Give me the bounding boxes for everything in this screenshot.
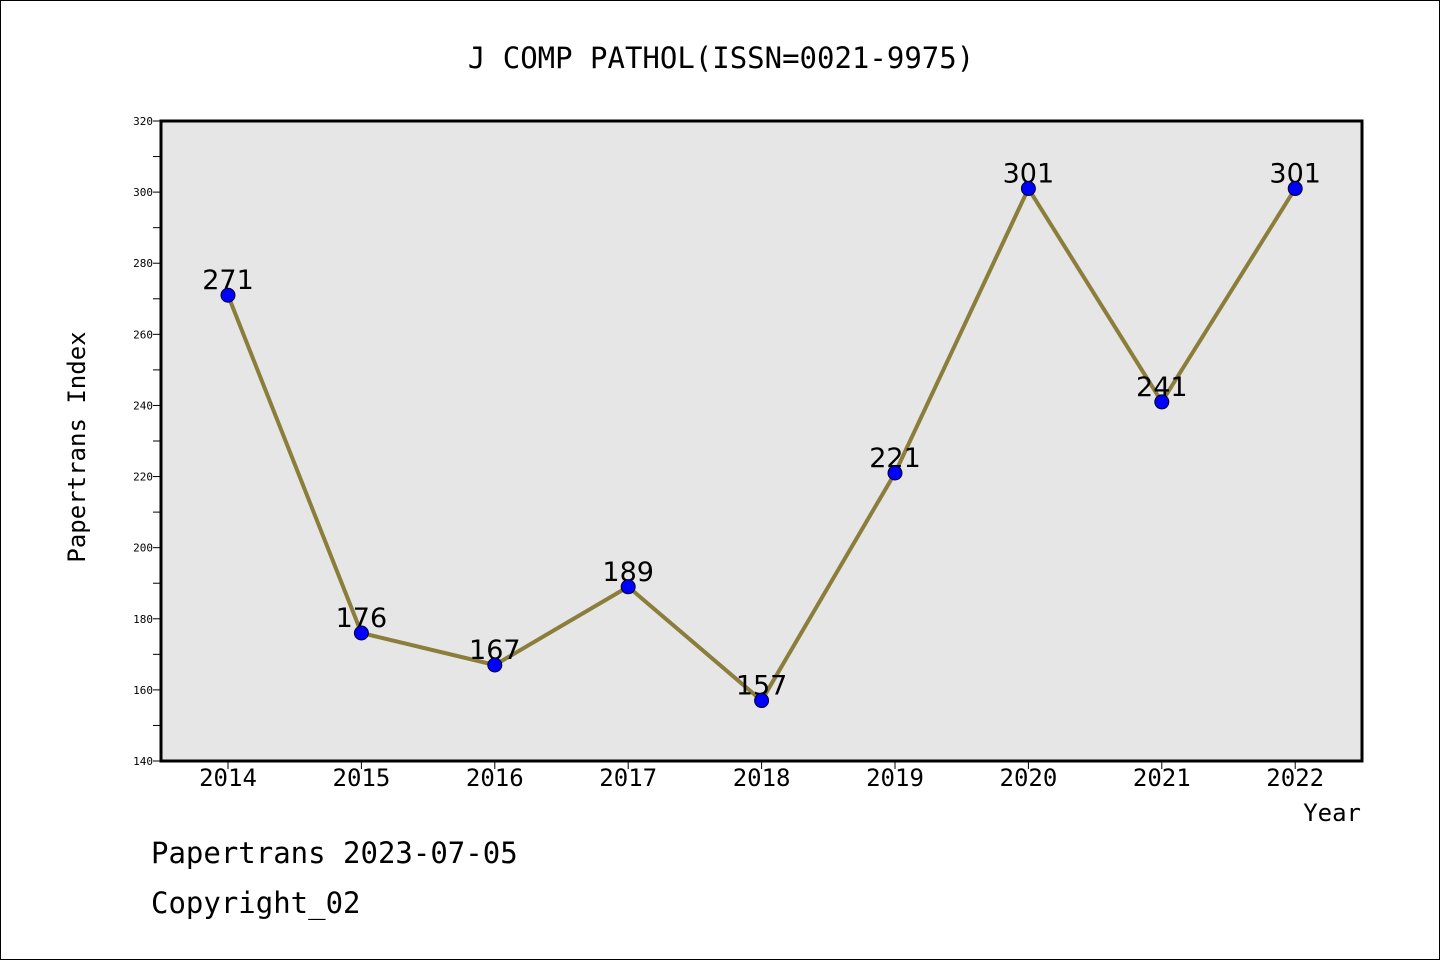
x-tick-label: 2021	[1133, 764, 1191, 792]
x-tick-label: 2017	[599, 764, 657, 792]
y-tick-label: 260	[133, 328, 153, 341]
y-tick-label: 200	[133, 542, 153, 555]
x-tick-label: 2020	[1000, 764, 1058, 792]
y-axis-label: Papertrans Index	[63, 331, 91, 562]
data-point	[353, 625, 369, 641]
footer-copyright-text: Copyright_02	[151, 886, 361, 920]
data-point	[1154, 394, 1170, 410]
y-tick-label: 280	[133, 257, 153, 270]
y-tick-label: 160	[133, 684, 153, 697]
plot-border	[159, 119, 1364, 763]
data-point	[1020, 181, 1036, 197]
y-tick-label: 180	[133, 613, 153, 626]
x-tick-label: 2018	[733, 764, 791, 792]
data-point	[620, 579, 636, 595]
x-axis-label: Year	[1303, 799, 1361, 827]
x-tick-label: 2019	[866, 764, 924, 792]
x-tick-label: 2016	[466, 764, 524, 792]
data-point	[220, 287, 236, 303]
y-tick-label: 220	[133, 471, 153, 484]
chart-title: J COMP PATHOL(ISSN=0021-9975)	[468, 41, 974, 75]
data-point	[1287, 181, 1303, 197]
data-point	[754, 693, 770, 709]
x-tick-label: 2014	[199, 764, 257, 792]
y-tick-label: 300	[133, 186, 153, 199]
footer-date-text: Papertrans 2023-07-05	[151, 836, 518, 870]
y-tick-label: 240	[133, 399, 153, 412]
x-tick-label: 2015	[333, 764, 391, 792]
y-tick-label: 320	[133, 115, 153, 128]
data-point	[887, 465, 903, 481]
y-tick-label: 140	[133, 755, 153, 768]
x-tick-label: 2022	[1266, 764, 1324, 792]
plot-area	[161, 121, 1362, 761]
data-point	[487, 657, 503, 673]
